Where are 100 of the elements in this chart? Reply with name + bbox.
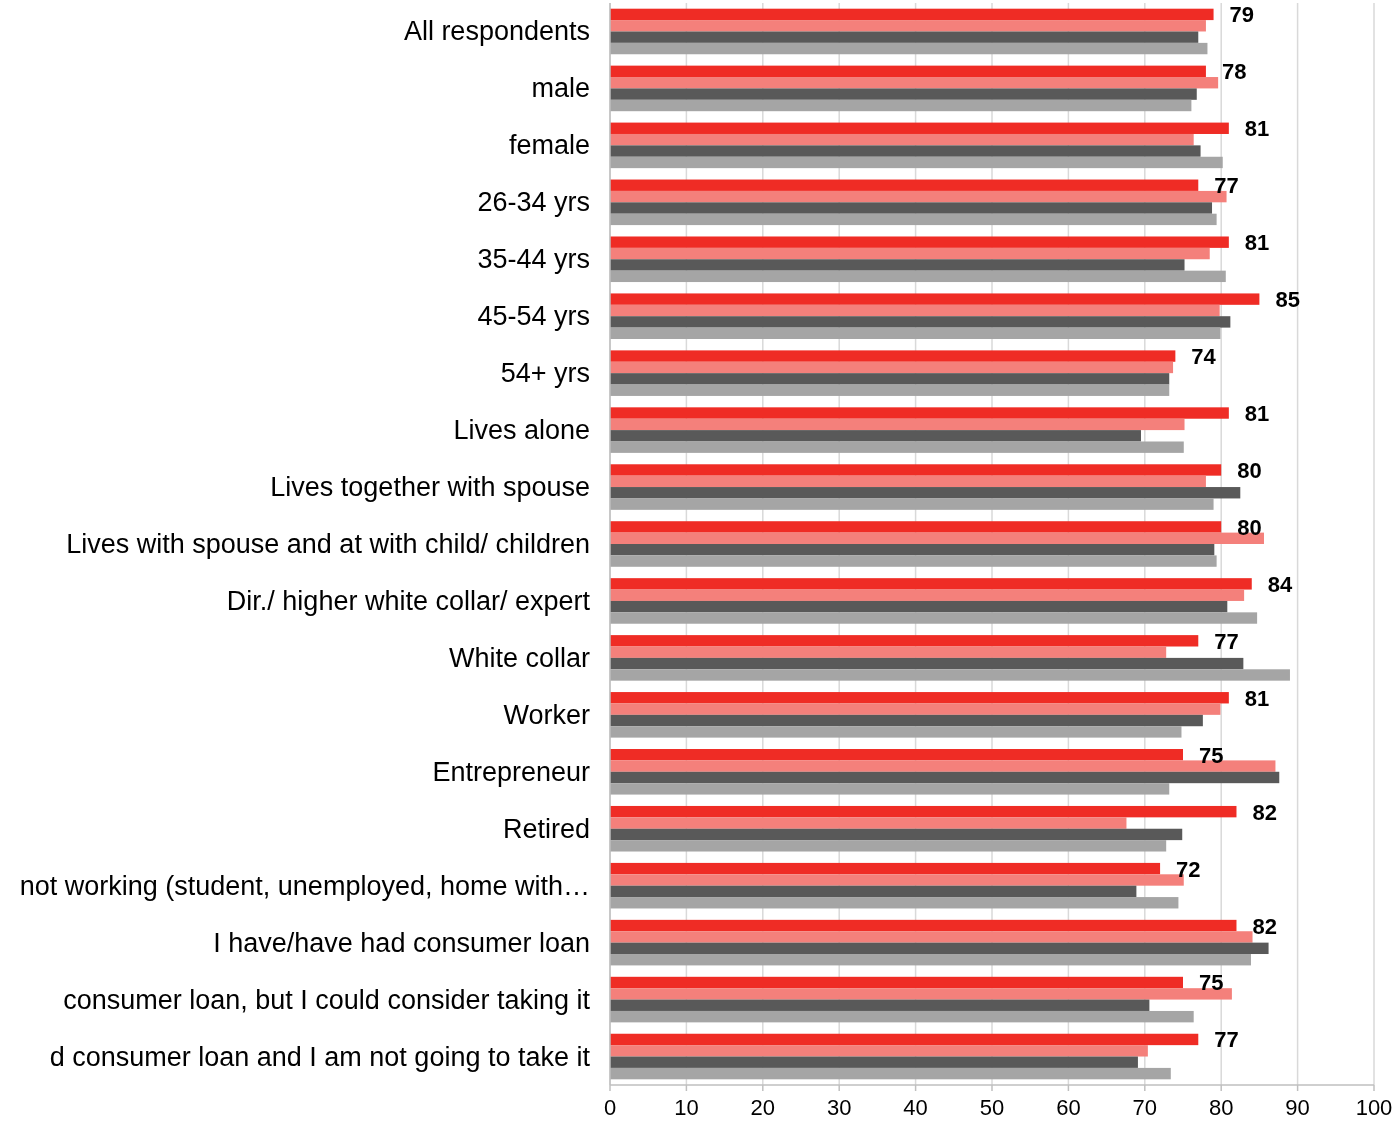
data-label: 80 bbox=[1237, 457, 1262, 483]
bar bbox=[610, 350, 1176, 362]
bar bbox=[610, 862, 1161, 875]
bar bbox=[610, 498, 1214, 510]
bar bbox=[610, 430, 1141, 442]
data-label: 79 bbox=[1229, 1, 1255, 27]
bar bbox=[610, 133, 1194, 146]
data-label: 85 bbox=[1275, 286, 1300, 312]
bar bbox=[610, 31, 1199, 43]
data-label: 74 bbox=[1191, 343, 1217, 369]
bar bbox=[610, 316, 1231, 328]
y-tick-label: 26-34 yrs bbox=[477, 187, 590, 218]
bar bbox=[610, 1067, 1171, 1080]
data-label: 84 bbox=[1267, 571, 1293, 597]
bar bbox=[610, 600, 1228, 613]
x-tick-label: 30 bbox=[826, 1095, 852, 1120]
x-tick-label: 70 bbox=[1132, 1095, 1158, 1120]
y-tick-label: consumer loan, but I could consider taking it bbox=[63, 984, 591, 1015]
bar bbox=[610, 828, 1183, 841]
bar bbox=[610, 931, 1253, 943]
bar bbox=[610, 259, 1185, 271]
data-label: 82 bbox=[1252, 913, 1277, 939]
bar bbox=[610, 976, 1183, 989]
bar bbox=[610, 897, 1179, 909]
bar bbox=[610, 418, 1185, 431]
data-label: 77 bbox=[1214, 628, 1239, 654]
data-label: 81 bbox=[1244, 400, 1270, 426]
bar bbox=[610, 145, 1201, 157]
bar bbox=[610, 942, 1269, 955]
bar bbox=[610, 361, 1174, 374]
bar bbox=[610, 657, 1244, 670]
bar bbox=[610, 885, 1137, 898]
bar bbox=[610, 646, 1167, 658]
y-tick-label: I have/have had consumer loan bbox=[213, 927, 590, 958]
bar bbox=[610, 783, 1170, 795]
bar bbox=[610, 1033, 1199, 1046]
bar bbox=[610, 247, 1210, 260]
data-label: 82 bbox=[1252, 799, 1277, 825]
x-tick-label: 80 bbox=[1208, 1095, 1234, 1120]
data-label: 80 bbox=[1237, 514, 1262, 540]
bar bbox=[610, 65, 1206, 78]
bar bbox=[610, 692, 1229, 704]
bar bbox=[610, 635, 1199, 647]
bar bbox=[610, 156, 1223, 169]
y-tick-label: Entrepreneur bbox=[432, 756, 590, 787]
bar bbox=[610, 42, 1208, 55]
bar bbox=[610, 988, 1232, 1000]
bar bbox=[610, 270, 1226, 283]
bar bbox=[610, 578, 1252, 590]
bar bbox=[610, 475, 1206, 488]
x-tick-label: 40 bbox=[903, 1095, 928, 1120]
bar bbox=[610, 749, 1183, 761]
bar bbox=[610, 464, 1222, 476]
data-label: 72 bbox=[1176, 856, 1201, 882]
y-tick-label: Dir./ higher white collar/ expert bbox=[226, 585, 591, 616]
bar bbox=[610, 202, 1213, 214]
bar bbox=[610, 669, 1290, 681]
bar bbox=[610, 919, 1237, 932]
bar bbox=[610, 88, 1197, 100]
bar bbox=[610, 384, 1170, 396]
y-tick-label: Lives together with spouse bbox=[270, 472, 590, 503]
y-tick-label: Lives with spouse and at with child/ children bbox=[66, 529, 590, 559]
y-tick-label: Retired bbox=[502, 813, 590, 844]
bar bbox=[610, 99, 1192, 112]
bar bbox=[610, 544, 1215, 556]
bar bbox=[610, 714, 1203, 727]
bar bbox=[610, 805, 1237, 818]
x-tick-label: 20 bbox=[750, 1095, 776, 1120]
bar bbox=[610, 589, 1245, 601]
bar bbox=[610, 8, 1214, 21]
x-tick-label: 0 bbox=[603, 1095, 617, 1120]
data-label: 81 bbox=[1244, 685, 1270, 711]
y-tick-label: male bbox=[531, 73, 590, 104]
x-tick-label: 10 bbox=[674, 1095, 699, 1120]
bar bbox=[610, 179, 1199, 191]
bar bbox=[610, 999, 1150, 1011]
y-tick-label: Worker bbox=[503, 699, 590, 730]
bar bbox=[610, 327, 1221, 339]
bar bbox=[610, 840, 1167, 852]
y-tick-label: Lives alone bbox=[453, 415, 590, 446]
bar bbox=[610, 20, 1206, 32]
bar bbox=[610, 521, 1222, 533]
bar bbox=[610, 304, 1220, 317]
bar bbox=[610, 612, 1258, 624]
data-label: 75 bbox=[1199, 969, 1224, 995]
y-tick-label: d consumer loan and I am not going to take it bbox=[49, 1041, 591, 1072]
data-label: 81 bbox=[1244, 229, 1270, 255]
bar bbox=[610, 236, 1229, 248]
bar bbox=[610, 1010, 1194, 1023]
bar bbox=[610, 771, 1280, 784]
bar bbox=[610, 77, 1219, 89]
data-label: 81 bbox=[1244, 115, 1270, 141]
y-tick-label: not working (student, unemployed, home with… bbox=[19, 870, 590, 901]
y-tick-label: 45-54 yrs bbox=[477, 301, 590, 332]
bar bbox=[610, 817, 1127, 829]
bar bbox=[610, 1045, 1148, 1057]
bar bbox=[610, 407, 1229, 419]
y-tick-label: All respondents bbox=[403, 16, 590, 47]
bar bbox=[610, 703, 1221, 715]
x-tick-label: 90 bbox=[1285, 1095, 1310, 1120]
